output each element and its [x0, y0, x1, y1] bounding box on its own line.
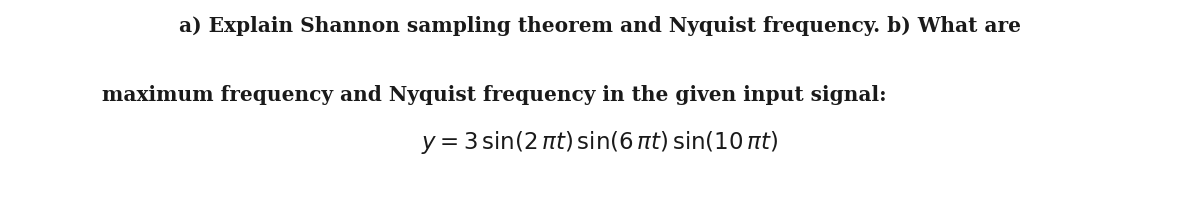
Text: maximum frequency and Nyquist frequency in the given input signal:: maximum frequency and Nyquist frequency …	[102, 85, 887, 105]
Text: $y = 3\,\sin(2\,\pi t)\,\sin(6\,\pi t)\,\sin(10\,\pi t)$: $y = 3\,\sin(2\,\pi t)\,\sin(6\,\pi t)\,…	[421, 129, 779, 156]
Text: a) Explain Shannon sampling theorem and Nyquist frequency. b) What are: a) Explain Shannon sampling theorem and …	[179, 16, 1021, 36]
